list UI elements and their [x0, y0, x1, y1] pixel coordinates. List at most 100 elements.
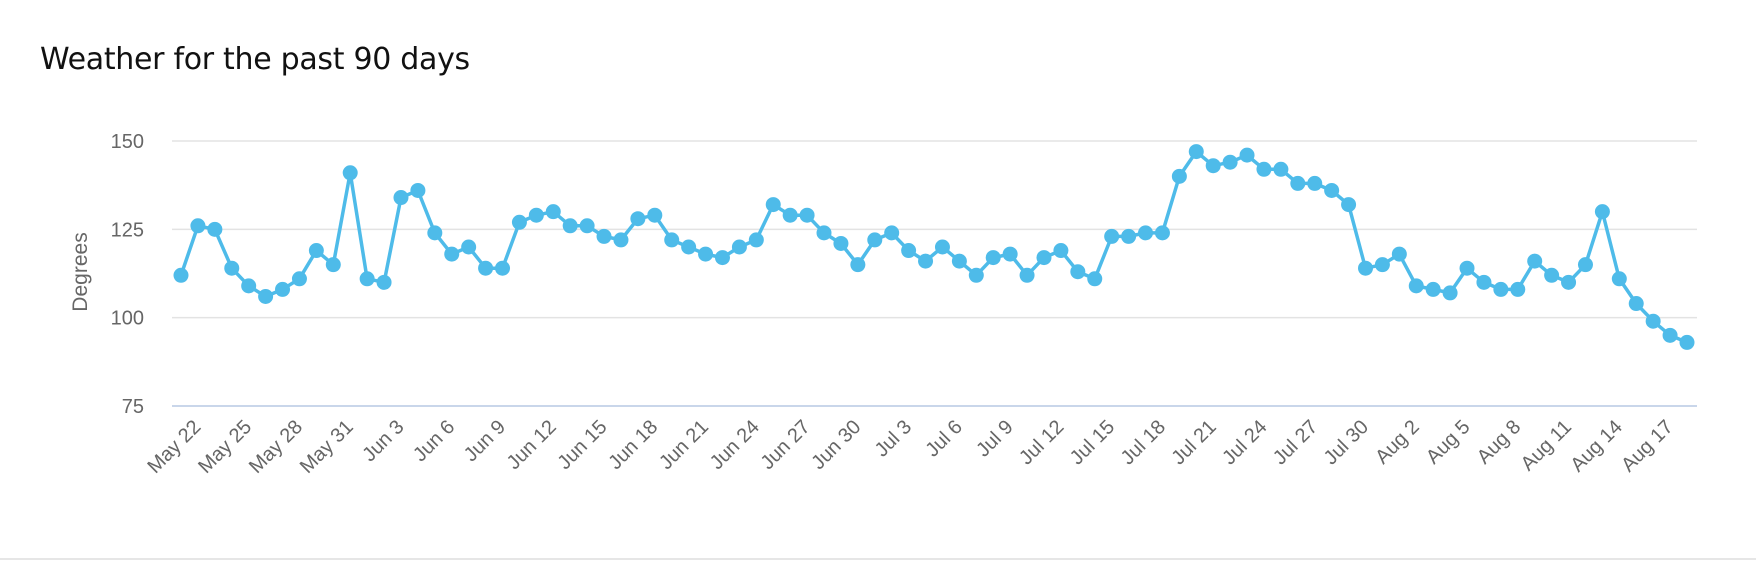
data-point — [1476, 274, 1492, 290]
x-tick-label: Aug 17 — [1617, 416, 1677, 476]
data-point — [1070, 264, 1086, 280]
data-point — [1527, 253, 1543, 269]
x-tick-label: Jul 30 — [1320, 416, 1373, 469]
data-point — [579, 218, 595, 234]
data-point — [968, 267, 984, 283]
x-tick-label: May 25 — [194, 416, 256, 478]
data-points — [173, 144, 1695, 350]
data-point — [258, 288, 274, 304]
data-point — [1036, 250, 1052, 266]
data-point — [867, 232, 883, 248]
x-tick-label: May 22 — [144, 416, 206, 478]
data-point — [1391, 246, 1407, 262]
data-point — [816, 225, 832, 241]
data-point — [748, 232, 764, 248]
x-tick-label: Jun 27 — [757, 416, 815, 474]
data-point — [799, 207, 815, 223]
data-point — [224, 260, 240, 276]
x-tick-label: Jul 9 — [972, 416, 1017, 461]
data-point — [1273, 161, 1289, 177]
data-point — [308, 243, 324, 259]
y-tick-label: 75 — [122, 396, 144, 418]
data-point — [1154, 225, 1170, 241]
data-point — [241, 278, 257, 294]
x-tick-label: Jun 18 — [604, 416, 662, 474]
data-point — [461, 239, 477, 255]
data-point — [495, 260, 511, 276]
data-point — [376, 274, 392, 290]
x-tick-label: Jul 24 — [1218, 416, 1271, 469]
x-tick-label: Jul 15 — [1066, 416, 1119, 469]
data-point — [1104, 228, 1120, 244]
x-tick-label: Jul 3 — [871, 416, 916, 461]
data-point — [918, 253, 934, 269]
data-point — [444, 246, 460, 262]
data-point — [1357, 260, 1373, 276]
data-point — [1561, 274, 1577, 290]
data-point — [630, 211, 646, 227]
y-axis-ticks: 75 100 125 150 — [111, 131, 144, 418]
data-point — [698, 246, 714, 262]
data-point — [901, 243, 917, 259]
data-point — [765, 197, 781, 213]
data-point — [1374, 257, 1390, 273]
data-point — [1324, 182, 1340, 198]
data-point — [1087, 271, 1103, 287]
y-tick-label: 150 — [111, 131, 144, 153]
data-point — [934, 239, 950, 255]
data-point — [478, 260, 494, 276]
data-point — [681, 239, 697, 255]
data-point — [850, 257, 866, 273]
data-point — [1577, 257, 1593, 273]
data-point — [951, 253, 967, 269]
data-point — [1138, 225, 1154, 241]
bottom-divider — [0, 558, 1756, 560]
data-point — [528, 207, 544, 223]
data-point — [1019, 267, 1035, 283]
data-point — [511, 214, 527, 230]
chart-grid — [172, 140, 1697, 407]
data-point — [1510, 281, 1526, 297]
chart-title: Weather for the past 90 days — [40, 42, 470, 77]
x-tick-label: Aug 14 — [1566, 416, 1626, 476]
x-tick-label: Jul 6 — [921, 416, 966, 461]
data-point — [714, 250, 730, 266]
data-point — [1408, 278, 1424, 294]
y-tick-label: 125 — [111, 219, 144, 241]
x-tick-label: Jun 3 — [358, 416, 408, 466]
data-point — [1662, 327, 1678, 343]
data-point — [1493, 281, 1509, 297]
x-tick-label: Jul 27 — [1269, 416, 1322, 469]
data-point — [664, 232, 680, 248]
data-point — [1628, 296, 1644, 312]
x-tick-label: May 28 — [245, 416, 307, 478]
data-point — [359, 271, 375, 287]
data-point — [427, 225, 443, 241]
x-tick-label: Jun 6 — [409, 416, 459, 466]
data-point — [1425, 281, 1441, 297]
data-point — [833, 235, 849, 251]
data-point — [1188, 144, 1204, 160]
data-point — [1307, 175, 1323, 191]
x-tick-label: Jun 30 — [807, 416, 865, 474]
data-point — [1002, 246, 1018, 262]
x-tick-label: Jun 24 — [706, 416, 764, 474]
x-tick-label: Jun 21 — [655, 416, 713, 474]
data-point — [1341, 197, 1357, 213]
x-tick-label: May 31 — [296, 416, 358, 478]
data-point — [1171, 168, 1187, 184]
data-point — [647, 207, 663, 223]
data-point — [1611, 271, 1627, 287]
data-point — [291, 271, 307, 287]
data-point — [1222, 154, 1238, 170]
data-point — [207, 221, 223, 237]
data-point — [985, 250, 1001, 266]
data-point — [173, 267, 189, 283]
data-point — [1053, 243, 1069, 259]
data-point — [393, 190, 409, 206]
data-point — [1239, 147, 1255, 163]
data-point — [1290, 175, 1306, 191]
data-point — [1679, 334, 1695, 350]
data-point — [613, 232, 629, 248]
